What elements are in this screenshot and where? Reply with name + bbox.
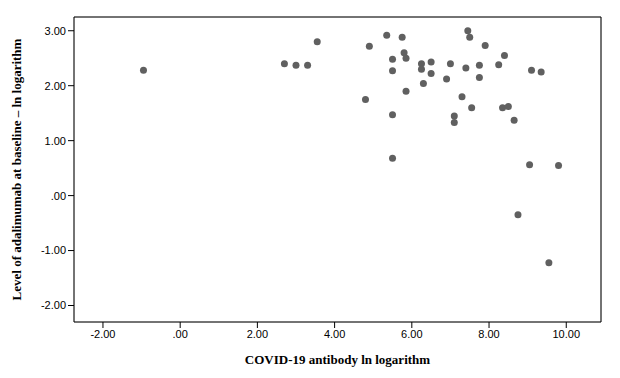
svg-text:.00: .00 xyxy=(51,190,66,202)
svg-text:8.00: 8.00 xyxy=(478,328,499,340)
svg-text:.00: .00 xyxy=(173,328,188,340)
svg-text:Level of adalimumab at baselin: Level of adalimumab at baseline – ln log… xyxy=(9,38,24,300)
svg-text:-2.00: -2.00 xyxy=(41,299,66,311)
svg-text:4.00: 4.00 xyxy=(324,328,345,340)
svg-text:-1.00: -1.00 xyxy=(41,244,66,256)
svg-text:COVID-19 antibody ln logarithm: COVID-19 antibody ln logarithm xyxy=(245,352,430,367)
svg-text:1.00: 1.00 xyxy=(45,135,66,147)
svg-text:2.00: 2.00 xyxy=(247,328,268,340)
svg-text:2.00: 2.00 xyxy=(45,80,66,92)
svg-text:-2.00: -2.00 xyxy=(90,328,115,340)
svg-text:3.00: 3.00 xyxy=(45,25,66,37)
svg-text:10.00: 10.00 xyxy=(552,328,580,340)
svg-text:6.00: 6.00 xyxy=(401,328,422,340)
